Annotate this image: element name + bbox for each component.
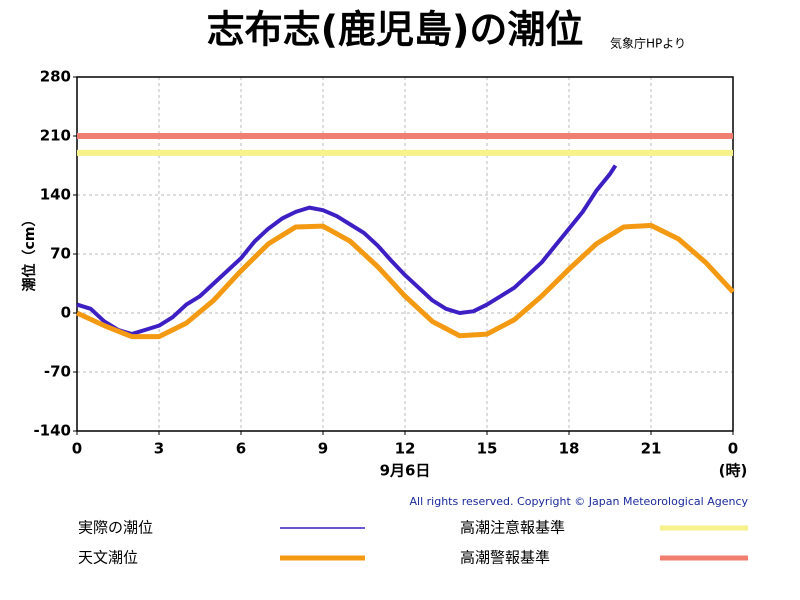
legend-label: 実際の潮位 (78, 519, 153, 537)
x-tick-label: 9 (318, 440, 328, 458)
x-tick-label: 0 (72, 440, 82, 458)
y-tick-label: 0 (61, 304, 71, 322)
x-axis-label: 9月6日 (380, 462, 431, 480)
x-tick-label: 21 (641, 440, 662, 458)
y-tick-label: 210 (40, 127, 71, 145)
y-tick-label: -70 (44, 363, 71, 381)
x-tick-label: 12 (395, 440, 416, 458)
x-unit: (時) (719, 462, 748, 480)
copyright: All rights reserved. Copyright © Japan M… (410, 495, 749, 508)
source: 気象庁HPより (610, 36, 686, 51)
y-tick-label: 70 (50, 245, 71, 263)
x-tick-label: 15 (477, 440, 498, 458)
y-tick-label: 140 (40, 186, 71, 204)
series-line (76, 164, 618, 337)
chart-title: 志布志(鹿児島)の潮位 (207, 8, 584, 52)
series-line (75, 222, 735, 340)
legend-label: 天文潮位 (78, 549, 138, 567)
x-tick-label: 0 (728, 440, 738, 458)
y-tick-label: -140 (33, 422, 71, 440)
x-tick-label: 6 (236, 440, 246, 458)
x-tick-label: 18 (559, 440, 580, 458)
x-tick-label: 3 (154, 440, 164, 458)
plot-frame (76, 76, 734, 432)
y-tick-label: 280 (40, 68, 71, 86)
legend-label: 高潮警報基準 (460, 549, 550, 567)
y-axis-label: 潮位（cm） (21, 213, 38, 292)
legend-label: 高潮注意報基準 (460, 519, 565, 537)
